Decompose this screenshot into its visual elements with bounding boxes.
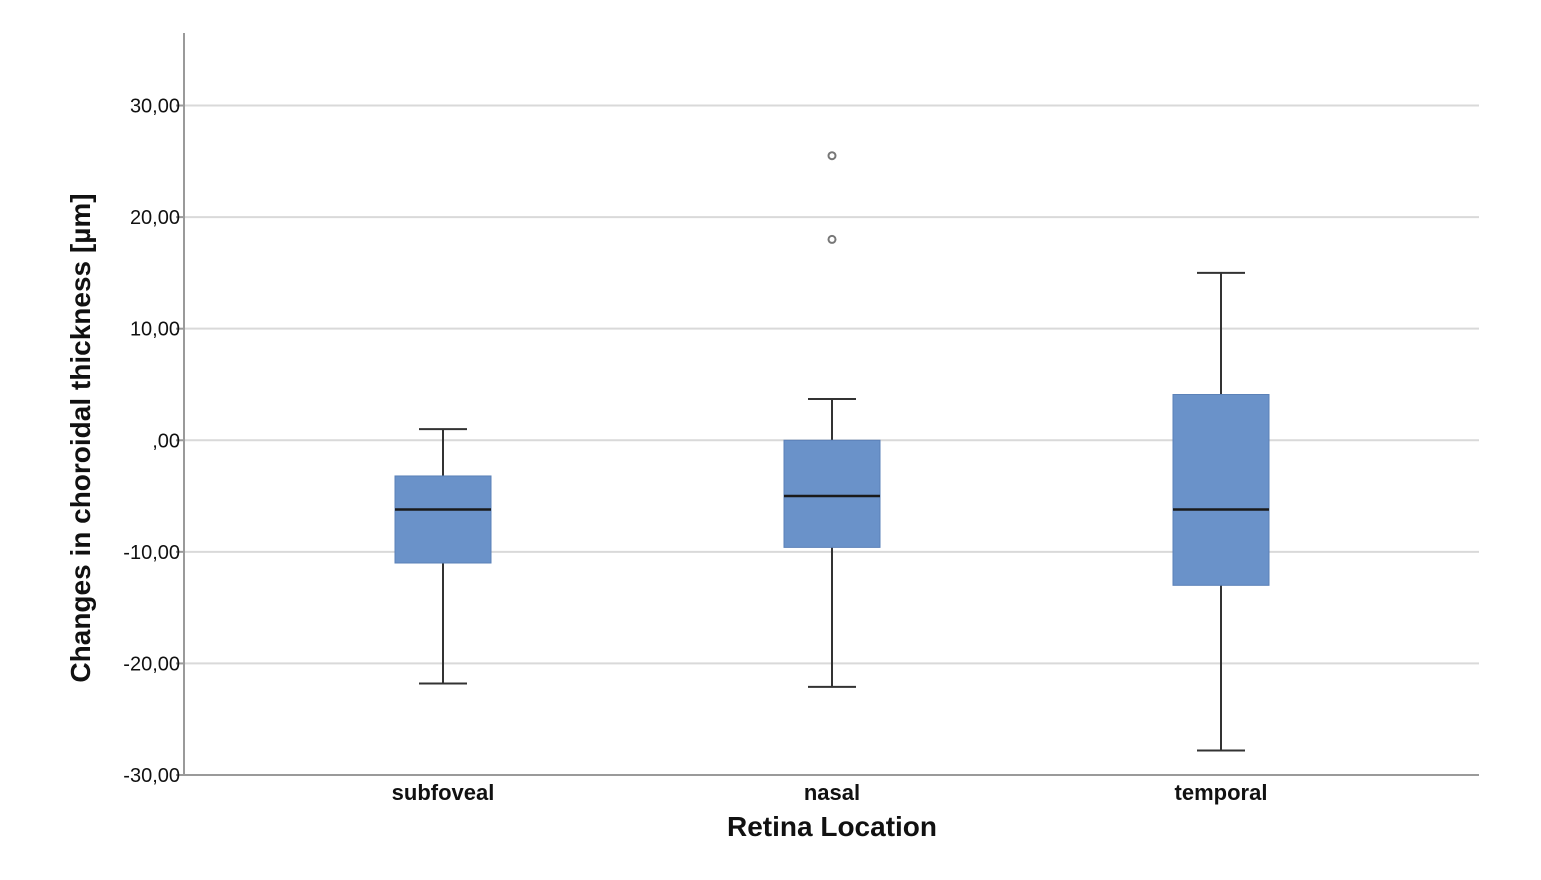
- box-iqr: [1172, 394, 1270, 586]
- box-iqr: [394, 475, 492, 564]
- y-axis-ticks: 30,00 20,00 10,00 ,00 -10,00 -20,00 -30,00: [123, 96, 184, 787]
- y-tick-label: ,00: [152, 430, 180, 452]
- y-tick-label: -30,00: [123, 765, 180, 787]
- box-iqr: [783, 439, 881, 548]
- x-category-label: temporal: [1175, 780, 1268, 805]
- x-category-label: subfoveal: [392, 780, 495, 805]
- y-tick-label: 20,00: [130, 207, 180, 229]
- outlier-point: [827, 234, 837, 244]
- x-axis-title: Retina Location: [727, 811, 937, 842]
- y-axis-title: Changes in choroidal thickness [µm]: [65, 193, 96, 682]
- outlier-point: [827, 151, 837, 161]
- y-tick-label: -10,00: [123, 542, 180, 564]
- y-tick-label: 10,00: [130, 319, 180, 341]
- box-temporal: [1172, 271, 1270, 752]
- box-subfoveal: [394, 428, 492, 685]
- y-tick-label: 30,00: [130, 96, 180, 118]
- box-nasal: [783, 151, 881, 688]
- boxes: [394, 151, 1270, 752]
- x-axis-categories: subfoveal nasal temporal: [392, 780, 1268, 805]
- y-tick-label: -20,00: [123, 653, 180, 675]
- x-category-label: nasal: [804, 780, 860, 805]
